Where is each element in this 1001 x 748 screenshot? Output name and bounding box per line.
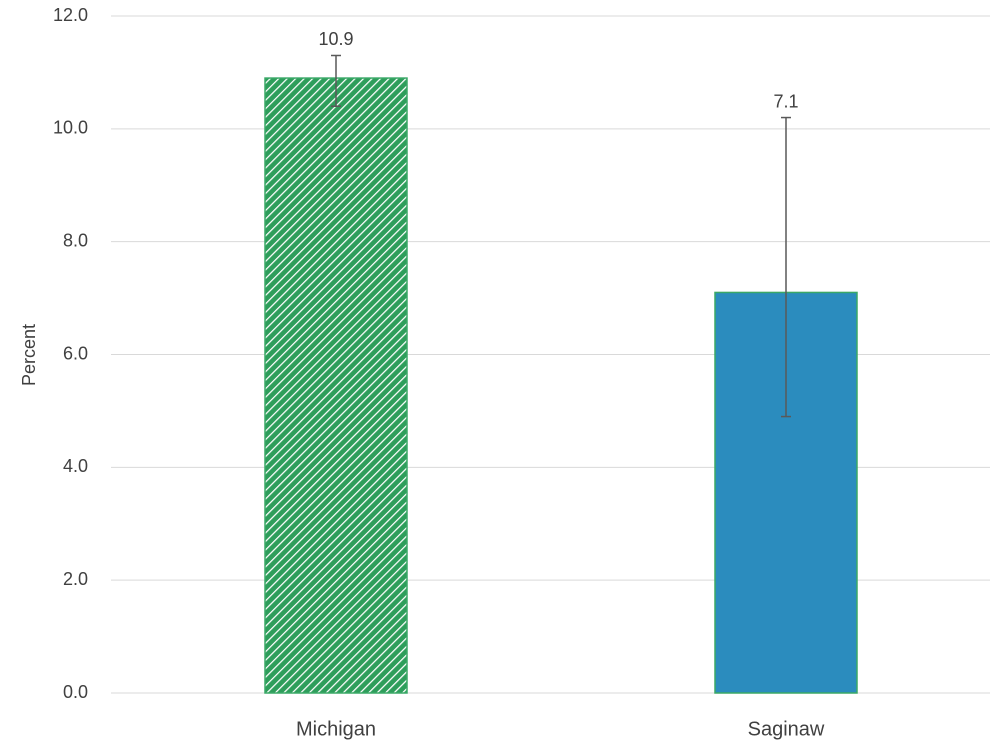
x-tick-label: Michigan: [296, 718, 376, 740]
data-label: 7.1: [773, 91, 798, 111]
data-label: 10.9: [318, 29, 353, 49]
y-tick-label: 0.0: [63, 682, 88, 702]
y-tick-label: 6.0: [63, 343, 88, 363]
x-tick-label: Saginaw: [748, 718, 825, 740]
y-tick-label: 12.0: [53, 5, 88, 25]
y-axis-label: Percent: [19, 324, 39, 386]
y-tick-label: 10.0: [53, 118, 88, 138]
y-tick-label: 8.0: [63, 230, 88, 250]
y-tick-label: 4.0: [63, 456, 88, 476]
y-tick-label: 2.0: [63, 569, 88, 589]
bar: [264, 77, 408, 694]
